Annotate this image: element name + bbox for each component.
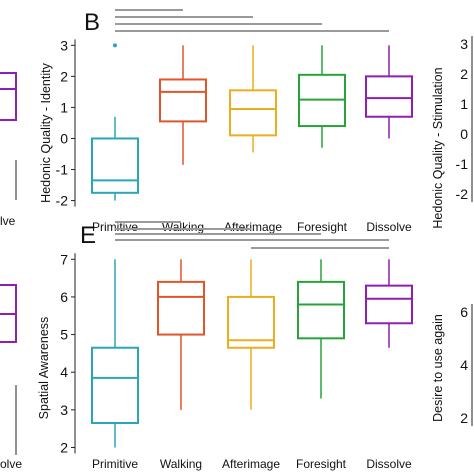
right-y-tick-label: 3 xyxy=(460,36,468,52)
right-top-ticks: 3 2 1 0 -1 -2 xyxy=(456,36,473,202)
category-label-b: Primitive xyxy=(92,220,138,234)
right-y-axis-title-desire: Desire to use again xyxy=(431,314,445,422)
boxplot-primitive-b xyxy=(91,43,139,201)
category-label-e: Walking xyxy=(160,457,202,471)
right-y-tick-label: 6 xyxy=(460,304,468,320)
boxplot-walking-e xyxy=(157,259,205,410)
y-tick-label-b: 3 xyxy=(60,37,68,53)
boxplot-dissolve-b xyxy=(365,45,413,139)
boxplot-foresight-b xyxy=(298,45,346,148)
category-label-e: Foresight xyxy=(296,457,347,471)
partial-category-label-bottom: olve xyxy=(0,457,22,471)
panel-letter-e: E xyxy=(80,222,96,249)
boxplots-e xyxy=(91,259,413,448)
category-label-b: Afterimage xyxy=(224,220,282,234)
right-y-tick-label: 4 xyxy=(460,357,468,373)
right-y-tick-label: 0 xyxy=(460,126,468,142)
box-iqr xyxy=(159,78,207,123)
boxplots-b xyxy=(91,43,413,201)
y-tick-label-e: 3 xyxy=(60,402,68,418)
box-iqr xyxy=(157,280,205,336)
right-y-axis-title-stimulation: Hedonic Quality - Stimulation xyxy=(431,67,445,228)
category-label-b: Walking xyxy=(162,220,204,234)
box-iqr xyxy=(365,284,413,325)
category-label-e: Primitive xyxy=(92,457,138,471)
right-partial-panels: Hedonic Quality - Stimulation 3 2 1 0 -1 -2 D… xyxy=(431,36,473,426)
axes-b: -2 -1 0 1 2 3 Primitive Walking Afterimage Foresi… xyxy=(56,37,412,234)
y-tick-label-b: 2 xyxy=(60,68,68,84)
y-tick-label-e: 6 xyxy=(60,289,68,305)
right-y-tick-label: 2 xyxy=(460,410,468,426)
category-label-e: Afterimage xyxy=(222,457,280,471)
box-iqr xyxy=(91,137,139,194)
category-label-b: Dissolve xyxy=(366,220,412,234)
panel-e: E Spatial Awareness 2 3 4 5 6 7 Primitive Walki… xyxy=(37,221,413,471)
boxplot-afterimage-e xyxy=(227,259,275,410)
right-y-tick-label: 2 xyxy=(460,66,468,82)
y-tick-label-e: 5 xyxy=(60,327,68,343)
category-label-b: Foresight xyxy=(297,220,348,234)
boxplot-dissolve-e xyxy=(365,259,413,348)
boxplot-primitive-e xyxy=(91,259,139,448)
box-iqr xyxy=(365,75,413,118)
significance-brackets-b xyxy=(115,9,389,32)
left-partial-panels: lve olve xyxy=(0,72,22,471)
right-y-tick-label: 1 xyxy=(460,96,468,112)
y-tick-label-e: 4 xyxy=(60,364,68,380)
boxplot-foresight-e xyxy=(297,259,345,399)
right-y-tick-label: -2 xyxy=(456,186,469,202)
y-tick-label-b: -1 xyxy=(56,162,69,178)
y-tick-label-b: 1 xyxy=(60,99,68,115)
panel-b: B Hedonic Quality - Identity -2 -1 0 1 2 3 Pri… xyxy=(39,9,413,234)
box-iqr xyxy=(227,295,275,349)
box-iqr xyxy=(297,280,345,340)
box-iqr xyxy=(91,346,139,425)
y-tick-label-e: 7 xyxy=(60,251,68,267)
significance-brackets-e xyxy=(115,221,389,249)
box-iqr xyxy=(229,89,277,137)
right-y-tick-label: -1 xyxy=(456,156,469,172)
partial-box-top-left xyxy=(0,72,17,121)
y-axis-title-identity: Hedonic Quality - Identity xyxy=(39,62,53,202)
panel-letter-b: B xyxy=(84,9,100,36)
partial-category-label-top: lve xyxy=(0,214,16,228)
y-tick-label-e: 2 xyxy=(60,439,68,455)
boxplot-walking-b xyxy=(159,45,207,165)
category-label-e: Dissolve xyxy=(366,457,412,471)
y-tick-label-b: 0 xyxy=(60,130,68,146)
axes-e: 2 3 4 5 6 7 Primitive Walking Afterimage Foresigh… xyxy=(60,251,412,471)
outlier-point xyxy=(113,43,117,48)
right-bottom-ticks: 6 4 2 xyxy=(460,304,473,426)
boxplot-afterimage-b xyxy=(229,45,277,153)
y-tick-label-b: -2 xyxy=(56,193,69,209)
y-axis-title-spatial: Spatial Awareness xyxy=(37,317,51,420)
